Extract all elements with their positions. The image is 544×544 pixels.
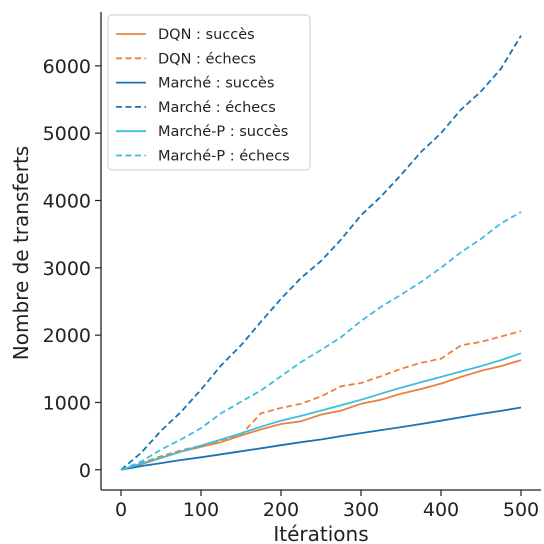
- series-layer: [120, 35, 522, 471]
- legend-entry-label: Marché-P : succès: [158, 124, 288, 140]
- legend-entry-label: Marché : succès: [158, 76, 274, 92]
- x-axis-title: Itérations: [273, 522, 368, 544]
- y-axis-title: Nombre de transferts: [9, 146, 33, 360]
- x-tick-label: 200: [263, 499, 299, 521]
- series-line-3: [120, 406, 522, 471]
- x-tick-label: 300: [343, 499, 379, 521]
- legend-entry-label: Marché : échecs: [158, 100, 276, 116]
- legend: DQN : succès DQN : échecs Marché : succès M…: [107, 14, 311, 171]
- legend-entry-label: DQN : succès: [158, 27, 255, 43]
- legend-entry-label: Marché-P : échecs: [158, 149, 290, 165]
- y-tick-label: 1000: [43, 392, 91, 414]
- y-tick-label: 3000: [43, 258, 91, 280]
- legend-box: [107, 14, 311, 171]
- x-tick-label: 500: [503, 499, 539, 521]
- series-line-5: [120, 352, 522, 471]
- y-tick-label: 4000: [43, 191, 91, 213]
- series-line-1: [120, 359, 522, 471]
- y-tick-label: 2000: [43, 325, 91, 347]
- y-ticks: 0 1000 2000 3000 4000 5000 6000: [43, 56, 101, 482]
- x-tick-label: 100: [183, 499, 219, 521]
- x-ticks: 0 100 200 300 400 500: [115, 490, 539, 521]
- legend-entry-label: DQN : échecs: [158, 51, 256, 67]
- y-tick-label: 6000: [43, 56, 91, 78]
- x-tick-label: 0: [115, 499, 127, 521]
- x-tick-label: 400: [423, 499, 459, 521]
- series-line-2: [120, 330, 522, 471]
- axes-layer: [100, 12, 541, 491]
- y-tick-label: 5000: [43, 123, 91, 145]
- series-line-6: [120, 211, 522, 471]
- y-tick-label: 0: [79, 460, 91, 482]
- series-line-4: [120, 35, 522, 471]
